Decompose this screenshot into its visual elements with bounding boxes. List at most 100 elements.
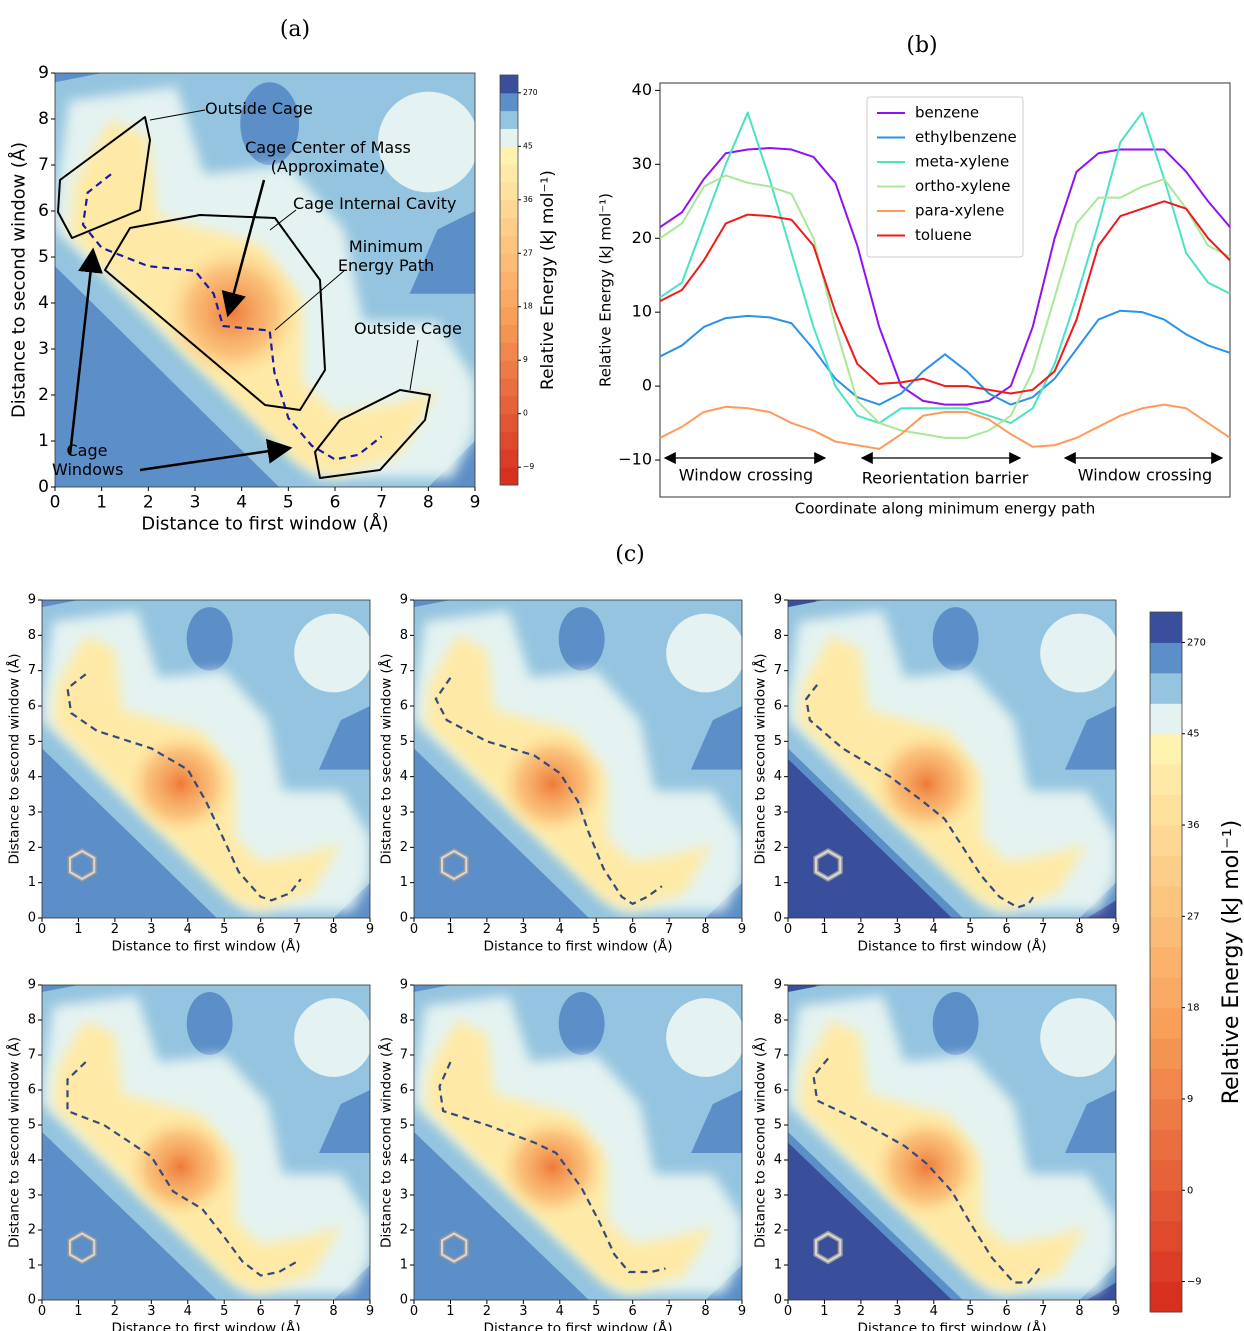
x-tick-label: 6 (1003, 1304, 1011, 1319)
contour-fill (788, 600, 1119, 918)
colorbar-band (500, 449, 518, 467)
y-axis-label: Distance to second window (Å) (378, 1037, 395, 1248)
x-tick-label: 8 (1075, 922, 1083, 937)
colorbar-band (1150, 1251, 1182, 1282)
y-axis-label: Distance to second window (Å) (752, 1037, 769, 1248)
y-tick-label: 0 (774, 911, 782, 926)
x-tick-label: 6 (629, 1304, 637, 1319)
x-tick-label: 2 (857, 1304, 865, 1319)
y-tick-label: 1 (38, 431, 49, 451)
x-tick-label: 3 (190, 492, 201, 512)
y-tick-label: 0 (38, 477, 49, 497)
x-axis-label: Distance to first window (Å) (483, 1320, 672, 1331)
x-tick-label: 2 (483, 922, 491, 937)
annotation: Cage Windows (52, 441, 122, 479)
colorbar-band (1150, 1069, 1182, 1100)
x-tick-label: 3 (519, 1304, 527, 1319)
colorbar-tick-label: 18 (1187, 1003, 1200, 1014)
colorbar-band (1150, 916, 1182, 947)
x-tick-label: 5 (220, 922, 228, 937)
y-tick-label: 3 (400, 805, 408, 820)
contour-map: 01234567890123456789Distance to first wi… (378, 978, 746, 1331)
x-tick-label: 5 (592, 1304, 600, 1319)
x-tick-label: 3 (519, 922, 527, 937)
series-line (660, 405, 1230, 449)
colorbar-band (500, 325, 518, 343)
x-tick-label: 1 (74, 1304, 82, 1319)
y-tick-label: 9 (400, 593, 408, 608)
contour-region (1040, 614, 1119, 693)
colorbar-band (500, 271, 518, 289)
x-tick-label: 1 (820, 1304, 828, 1319)
x-tick-label: 0 (50, 492, 61, 512)
contour-region (187, 992, 233, 1055)
y-tick-label: 8 (400, 1013, 408, 1028)
y-tick-label: 0 (400, 911, 408, 926)
y-tick-label: 6 (774, 699, 782, 714)
contour-fill (42, 985, 373, 1300)
y-tick-label: 40 (632, 80, 652, 99)
y-tick-label: 10 (632, 302, 652, 321)
y-tick-label: 0 (400, 1293, 408, 1308)
x-tick-label: 6 (330, 492, 341, 512)
y-tick-label: 2 (38, 385, 49, 405)
series-line (660, 311, 1230, 405)
x-tick-label: 8 (329, 1304, 337, 1319)
contour-fill (414, 985, 745, 1300)
y-tick-label: 4 (774, 769, 782, 784)
legend-label: benzene (915, 104, 979, 122)
x-tick-label: 2 (143, 492, 154, 512)
y-axis-label: Distance to second window (Å) (378, 653, 395, 864)
colorbar-band (1150, 1129, 1182, 1160)
annotation: Window crossing (679, 466, 813, 485)
y-tick-label: −10 (618, 450, 652, 469)
y-tick-label: 8 (28, 628, 36, 643)
x-tick-label: 7 (376, 492, 387, 512)
x-tick-label: 1 (446, 1304, 454, 1319)
x-tick-label: 8 (701, 1304, 709, 1319)
x-tick-label: 4 (236, 492, 247, 512)
x-axis-label: Coordinate along minimum energy path (795, 500, 1095, 518)
colorbar-band (1150, 947, 1182, 978)
y-tick-label: 7 (28, 1048, 36, 1063)
x-tick-label: 1 (96, 492, 107, 512)
annotation: Outside Cage (205, 99, 313, 118)
colorbar-label: Relative Energy (kJ mol⁻¹) (538, 170, 558, 390)
y-tick-label: 7 (400, 663, 408, 678)
x-tick-label: 7 (293, 1304, 301, 1319)
y-tick-label: 2 (28, 1223, 36, 1238)
y-tick-label: 6 (28, 1083, 36, 1098)
y-tick-label: 20 (632, 228, 652, 247)
y-tick-label: 5 (38, 247, 49, 267)
colorbar-band (1150, 825, 1182, 856)
colorbar-tick-label: 45 (523, 141, 533, 150)
y-tick-label: 6 (28, 699, 36, 714)
colorbar-tick-label: 270 (1187, 637, 1206, 648)
colorbar-band (500, 360, 518, 378)
contour-fill (414, 600, 745, 918)
x-tick-label: 0 (410, 922, 418, 937)
x-tick-label: 0 (38, 922, 46, 937)
colorbar-band (1150, 1008, 1182, 1039)
y-tick-label: 8 (774, 1013, 782, 1028)
y-tick-label: 8 (28, 1013, 36, 1028)
panel-label: (a) (280, 17, 310, 42)
colorbar-band (1150, 1160, 1182, 1191)
y-tick-label: 3 (28, 1188, 36, 1203)
y-axis-label: Distance to second window (Å) (6, 1037, 23, 1248)
y-tick-label: 1 (400, 1258, 408, 1273)
x-tick-label: 7 (665, 1304, 673, 1319)
x-axis-label: Distance to first window (Å) (857, 1320, 1046, 1331)
contour-map: 01234567890123456789Distance to first wi… (6, 593, 374, 955)
x-tick-label: 0 (38, 1304, 46, 1319)
colorbar-band (1150, 886, 1182, 917)
x-tick-label: 7 (1039, 1304, 1047, 1319)
colorbar-band (1150, 1038, 1182, 1069)
y-tick-label: 4 (400, 769, 408, 784)
colorbar-band (1150, 1221, 1182, 1252)
contour-region (294, 998, 373, 1077)
x-tick-label: 3 (893, 922, 901, 937)
y-tick-label: 1 (400, 875, 408, 890)
colorbar-band (500, 111, 518, 129)
